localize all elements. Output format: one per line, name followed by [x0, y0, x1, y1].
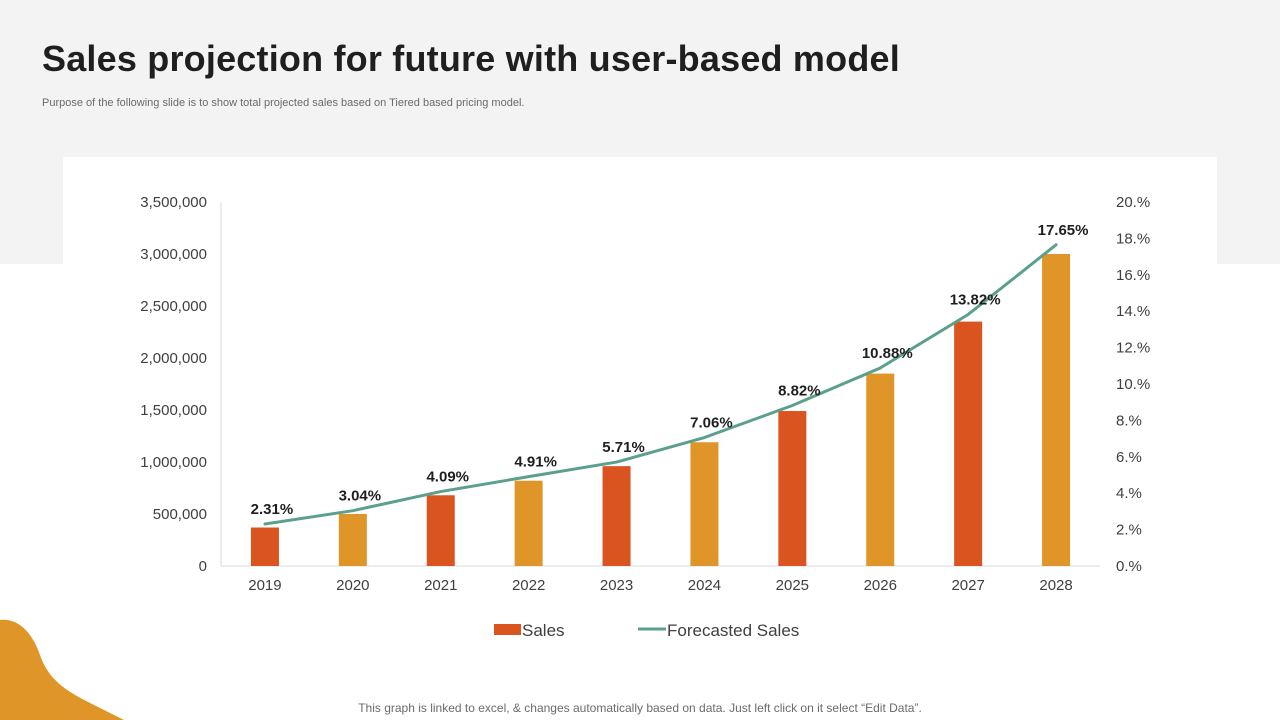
y2-tick-label: 18.%	[1116, 230, 1150, 247]
x-tick-label: 2022	[512, 577, 545, 594]
data-label: 4.91%	[514, 454, 557, 471]
data-label: 10.88%	[862, 345, 913, 362]
data-label: 8.82%	[778, 382, 821, 399]
y2-tick-label: 2.%	[1116, 522, 1142, 539]
y-tick-label: 500,000	[153, 506, 207, 523]
x-tick-label: 2028	[1039, 577, 1072, 594]
data-label: 13.82%	[950, 291, 1001, 308]
y2-tick-label: 0.%	[1116, 558, 1142, 575]
decorative-blob	[0, 619, 124, 720]
bar-sales-2025	[778, 411, 807, 566]
x-tick-label: 2020	[336, 577, 369, 594]
bar-sales-2026	[866, 373, 895, 566]
y-tick-label: 2,500,000	[140, 298, 207, 315]
bar-sales-2022	[514, 480, 543, 566]
x-tick-label: 2025	[776, 577, 809, 594]
y-tick-label: 1,000,000	[140, 454, 207, 471]
bar-sales-2019	[250, 527, 279, 566]
bar-sales-2020	[338, 514, 367, 566]
bar-sales-2024	[690, 442, 719, 566]
x-tick-label: 2026	[864, 577, 897, 594]
legend-label-sales: Sales	[522, 621, 565, 640]
y-tick-label: 3,500,000	[140, 194, 207, 211]
legend-label-forecast: Forecasted Sales	[667, 621, 799, 640]
x-tick-label: 2023	[600, 577, 633, 594]
legend-swatch-sales	[494, 624, 521, 635]
forecast-line	[263, 243, 1058, 526]
y2-tick-label: 12.%	[1116, 340, 1150, 357]
bar-sales-2027	[954, 321, 983, 566]
y-tick-label: 3,000,000	[140, 246, 207, 263]
y2-tick-label: 14.%	[1116, 303, 1150, 320]
y2-tick-label: 16.%	[1116, 267, 1150, 284]
x-tick-label: 2021	[424, 577, 457, 594]
data-label: 2.31%	[251, 501, 294, 518]
x-tick-label: 2027	[951, 577, 984, 594]
y-tick-label: 1,500,000	[140, 402, 207, 419]
x-tick-label: 2019	[248, 577, 281, 594]
slide-title: Sales projection for future with user-ba…	[42, 38, 900, 79]
y2-tick-label: 6.%	[1116, 449, 1142, 466]
data-label: 5.71%	[602, 439, 645, 456]
data-label: 7.06%	[690, 415, 733, 432]
data-label: 17.65%	[1038, 222, 1089, 239]
footer-note: This graph is linked to excel, & changes…	[358, 701, 922, 715]
orange-blob-shape	[0, 619, 124, 720]
bar-sales-2028	[1042, 254, 1071, 566]
y-tick-label: 0	[199, 558, 207, 575]
bar-sales-2021	[426, 495, 455, 566]
y2-tick-label: 10.%	[1116, 376, 1150, 393]
y2-tick-label: 4.%	[1116, 485, 1142, 502]
data-label: 4.09%	[426, 469, 469, 486]
y-tick-label: 2,000,000	[140, 350, 207, 367]
y2-tick-label: 8.%	[1116, 412, 1142, 429]
data-label: 3.04%	[339, 488, 382, 505]
slide-subtitle: Purpose of the following slide is to sho…	[42, 97, 525, 109]
bar-sales-2023	[602, 466, 631, 566]
y2-tick-label: 20.%	[1116, 194, 1150, 211]
x-tick-label: 2024	[688, 577, 721, 594]
